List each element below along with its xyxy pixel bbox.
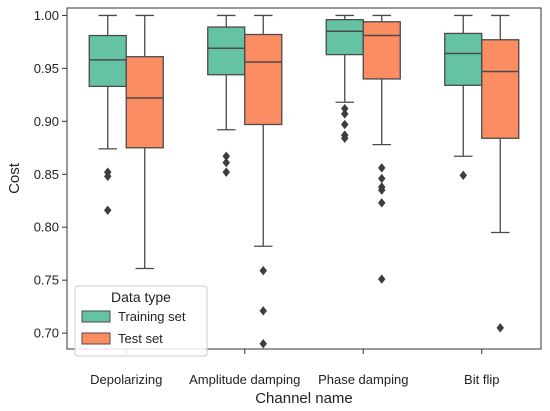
legend-label-training-set: Training set	[118, 309, 186, 324]
outlier-point	[259, 265, 267, 276]
x-tick-label: Bit flip	[464, 372, 499, 387]
box-group	[444, 14, 483, 181]
box-test-set	[362, 21, 401, 80]
x-axis: Depolarizing Amplitude damping Phase dampi…	[90, 349, 499, 387]
outlier-point	[104, 171, 112, 182]
plot-frame	[66, 7, 542, 350]
x-tick-label: Amplitude damping	[189, 372, 300, 387]
outlier-point	[378, 185, 386, 195]
box-training-set	[88, 34, 127, 88]
legend-title: Data type	[111, 289, 171, 305]
legend-swatch-training-set	[81, 310, 111, 323]
box-training-set	[444, 32, 483, 86]
box-test-set	[125, 56, 164, 149]
x-tick-label: Phase damping	[318, 372, 408, 387]
plot-area	[66, 7, 542, 350]
y-axis: 0.70 0.75 0.80 0.85 0.90 0.95 1.00	[34, 8, 67, 341]
box-training-set	[207, 26, 246, 76]
outlier-point	[104, 205, 112, 215]
outlier-point	[259, 306, 267, 316]
y-tick-label: 0.90	[34, 114, 59, 129]
outlier-point	[496, 323, 504, 333]
legend-label-test-set: Test set	[118, 331, 163, 346]
outlier-point	[222, 167, 230, 177]
box-group	[207, 14, 246, 177]
outlier-point	[259, 339, 267, 349]
outlier-point	[341, 119, 349, 130]
x-axis-label: Channel name	[255, 390, 353, 407]
y-tick-label: 0.75	[34, 273, 59, 288]
outlier-point	[341, 133, 349, 143]
y-tick-label: 0.80	[34, 220, 59, 235]
y-axis-label: Cost	[6, 162, 23, 194]
box-test-set	[244, 33, 283, 126]
box-group	[481, 14, 520, 333]
x-tick-label: Depolarizing	[90, 372, 162, 387]
outlier-point	[378, 274, 386, 284]
outlier-point	[341, 109, 349, 119]
box-group	[125, 14, 164, 270]
box-group	[88, 14, 127, 215]
outlier-point	[459, 170, 467, 181]
y-tick-label: 1.00	[34, 8, 59, 23]
box-group	[325, 14, 364, 143]
legend[interactable]: Data type Training set Test set	[74, 285, 208, 357]
outlier-point	[222, 157, 230, 168]
y-tick-label: 0.85	[34, 167, 59, 182]
box-group	[244, 14, 283, 349]
box-group	[362, 14, 401, 284]
box-test-set	[481, 39, 520, 139]
outlier-point	[378, 198, 386, 208]
y-tick-label: 0.95	[34, 61, 59, 76]
legend-swatch-test-set	[81, 332, 111, 345]
outlier-point	[378, 163, 386, 173]
box-training-set	[325, 18, 364, 56]
y-tick-label: 0.70	[34, 326, 59, 341]
outlier-point	[378, 173, 386, 184]
